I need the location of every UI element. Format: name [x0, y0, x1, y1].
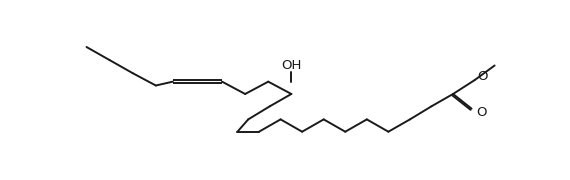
- Text: O: O: [477, 70, 487, 83]
- Text: OH: OH: [281, 59, 302, 72]
- Text: O: O: [476, 106, 487, 119]
